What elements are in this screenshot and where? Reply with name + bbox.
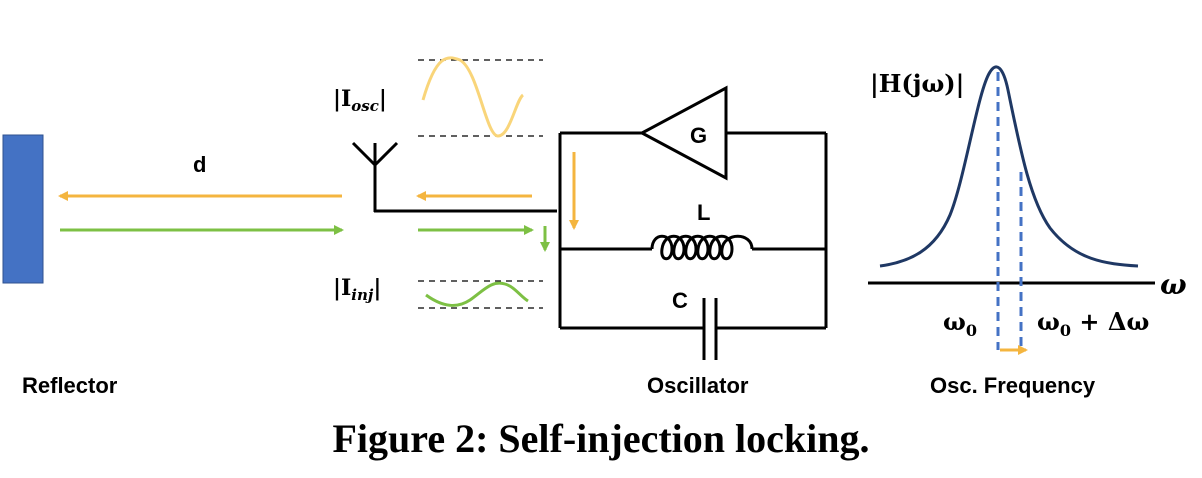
gain-label: G [690,123,707,148]
omega-axis-label: ω [1160,268,1187,301]
omega0-label: ω0 [943,307,977,340]
reflector-plate [2,134,44,284]
h-response-curve [879,65,1139,268]
i-inj-label: |Iinj| [333,275,381,304]
capacitor-icon [702,298,718,360]
frequency-response-plot [868,65,1155,355]
i-osc-waveform [418,56,543,138]
inductor-label: L [697,200,710,225]
i-inj-waveform [418,280,543,309]
inductor-coil-icon [650,234,754,261]
oscillator-label: Oscillator [647,373,749,398]
amplifier-triangle-icon [638,85,728,181]
antenna-icon [351,141,557,213]
omega-shift-label: ω0 + Δω [1037,307,1149,340]
distance-label: d [193,152,206,177]
i-osc-label: |Iosc| [333,86,387,115]
oscillator-circuit [558,131,828,330]
reflector-label: Reflector [22,373,118,398]
capacitor-label: C [672,288,688,313]
figure-caption: Figure 2: Self-injection locking. [333,416,870,461]
osc-frequency-label: Osc. Frequency [930,373,1096,398]
h-label: |H(jω)| [870,69,964,98]
